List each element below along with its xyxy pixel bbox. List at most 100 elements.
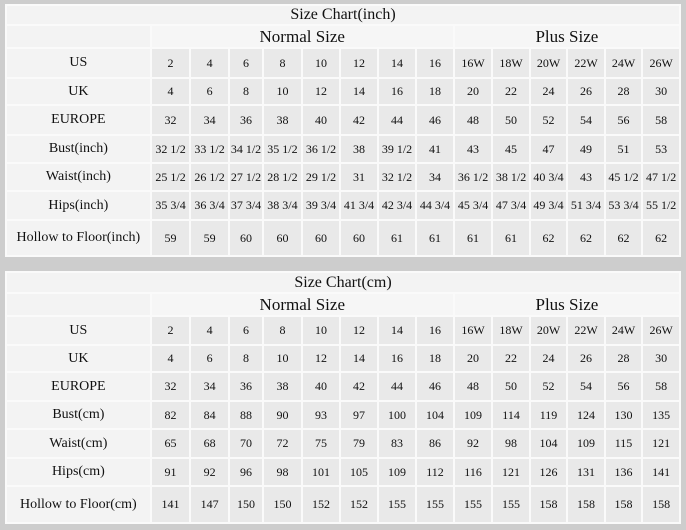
size-value: 6: [189, 77, 230, 106]
size-value: 14: [339, 77, 379, 106]
size-value: 136: [603, 457, 644, 487]
size-value: 109: [376, 457, 418, 487]
size-value: 53 3/4: [603, 190, 644, 221]
size-value: 26 1/2: [189, 162, 230, 192]
size-value: 141: [149, 485, 192, 524]
size-value: 121: [491, 457, 531, 487]
size-value: 22W: [566, 315, 606, 346]
size-value: 40: [300, 104, 342, 136]
size-value: 41 3/4: [339, 190, 379, 221]
size-value: 32 1/2: [149, 134, 192, 164]
size-value: 62: [528, 219, 569, 257]
size-value: 6: [189, 344, 230, 373]
size-value: 155: [491, 485, 531, 524]
size-value: 54: [566, 371, 606, 402]
size-value: 79: [339, 428, 379, 459]
size-value: 98: [262, 457, 303, 487]
size-value: 16: [376, 344, 418, 373]
size-value: 114: [491, 400, 531, 430]
table-row: Bust(cm) 82 84 88 90 93 97 100 104 109 114 119 124 13…: [5, 400, 681, 430]
table-row: US 2 4 6 8 10 12 14 16 16W 18W 20W 22W 24W 26W: [5, 47, 681, 79]
size-value: 47 1/2: [641, 162, 681, 192]
size-value: 92: [452, 428, 494, 459]
size-value: 61: [415, 219, 455, 257]
table-row: EUROPE 32 34 36 38 40 42 44 46 48 50 52 54 56 58: [5, 104, 681, 136]
size-value: 93: [300, 400, 342, 430]
size-value: 18: [415, 344, 455, 373]
table-row: Waist(cm) 65 68 70 72 75 79 83 86 92 98 104 109 115 12…: [5, 428, 681, 459]
size-value: 130: [603, 400, 644, 430]
size-value: 43: [452, 134, 494, 164]
row-label: EUROPE: [5, 371, 152, 402]
size-value: 20W: [528, 315, 569, 346]
size-value: 2: [149, 315, 192, 346]
size-value: 29 1/2: [300, 162, 342, 192]
size-value: 4: [149, 77, 192, 106]
size-value: 20: [452, 344, 494, 373]
size-value: 18: [415, 77, 455, 106]
chart-title: Size Chart(inch): [5, 4, 681, 26]
size-value: 61: [376, 219, 418, 257]
size-value: 22: [491, 77, 531, 106]
size-value: 109: [452, 400, 494, 430]
size-value: 152: [300, 485, 342, 524]
size-value: 109: [566, 428, 606, 459]
size-value: 12: [300, 77, 342, 106]
size-chart-inch: Size Chart(inch) Normal Size Plus Size US 2 4…: [5, 4, 682, 257]
chart-title: Size Chart(cm): [5, 271, 681, 294]
size-value: 45 1/2: [603, 162, 644, 192]
size-value: 92: [189, 457, 230, 487]
table-row: US 2 4 6 8 10 12 14 16 16W 18W 20W 22W 24W 26W: [5, 315, 681, 346]
size-value: 91: [149, 457, 192, 487]
size-value: 28 1/2: [262, 162, 303, 192]
size-value: 115: [603, 428, 644, 459]
size-value: 6: [227, 47, 265, 79]
size-value: 119: [528, 400, 569, 430]
size-value: 38 3/4: [262, 190, 303, 221]
size-value: 90: [262, 400, 303, 430]
size-value: 2: [149, 47, 192, 79]
size-value: 141: [641, 457, 681, 487]
size-value: 62: [641, 219, 681, 257]
size-value: 58: [641, 104, 681, 136]
size-value: 52: [528, 371, 569, 402]
table-row: UK 4 6 8 10 12 14 16 18 20 22 24 26 28 30: [5, 344, 681, 373]
size-value: 150: [227, 485, 265, 524]
size-value: 34 1/2: [227, 134, 265, 164]
size-value: 84: [189, 400, 230, 430]
size-value: 62: [603, 219, 644, 257]
size-value: 12: [339, 47, 379, 79]
size-value: 45 3/4: [452, 190, 494, 221]
size-value: 28: [603, 344, 644, 373]
group-plus-size: Plus Size: [452, 292, 682, 317]
size-value: 158: [641, 485, 681, 524]
size-value: 10: [262, 77, 303, 106]
size-value: 39 1/2: [376, 134, 418, 164]
size-value: 12: [300, 344, 342, 373]
size-value: 28: [603, 77, 644, 106]
size-value: 43: [566, 162, 606, 192]
row-label: UK: [5, 344, 152, 373]
size-value: 32: [149, 104, 192, 136]
size-value: 59: [149, 219, 192, 257]
size-value: 61: [452, 219, 494, 257]
size-value: 62: [566, 219, 606, 257]
row-label: Waist(inch): [5, 162, 152, 192]
group-normal-size: Normal Size: [149, 292, 455, 317]
corner-cell: [5, 292, 152, 317]
table-row: EUROPE 32 34 36 38 40 42 44 46 48 50 52 54 56 58: [5, 371, 681, 402]
size-value: 38: [262, 104, 303, 136]
size-value: 50: [491, 104, 531, 136]
size-value: 8: [262, 315, 303, 346]
group-plus-size: Plus Size: [452, 24, 682, 49]
size-value: 39 3/4: [300, 190, 342, 221]
size-value: 44: [376, 104, 418, 136]
row-label: Hollow to Floor(inch): [5, 219, 152, 257]
size-value: 86: [415, 428, 455, 459]
size-value: 36 1/2: [300, 134, 342, 164]
size-value: 26W: [641, 315, 681, 346]
size-value: 47 3/4: [491, 190, 531, 221]
size-value: 41: [415, 134, 455, 164]
row-label: Waist(cm): [5, 428, 152, 459]
size-value: 16W: [452, 315, 494, 346]
